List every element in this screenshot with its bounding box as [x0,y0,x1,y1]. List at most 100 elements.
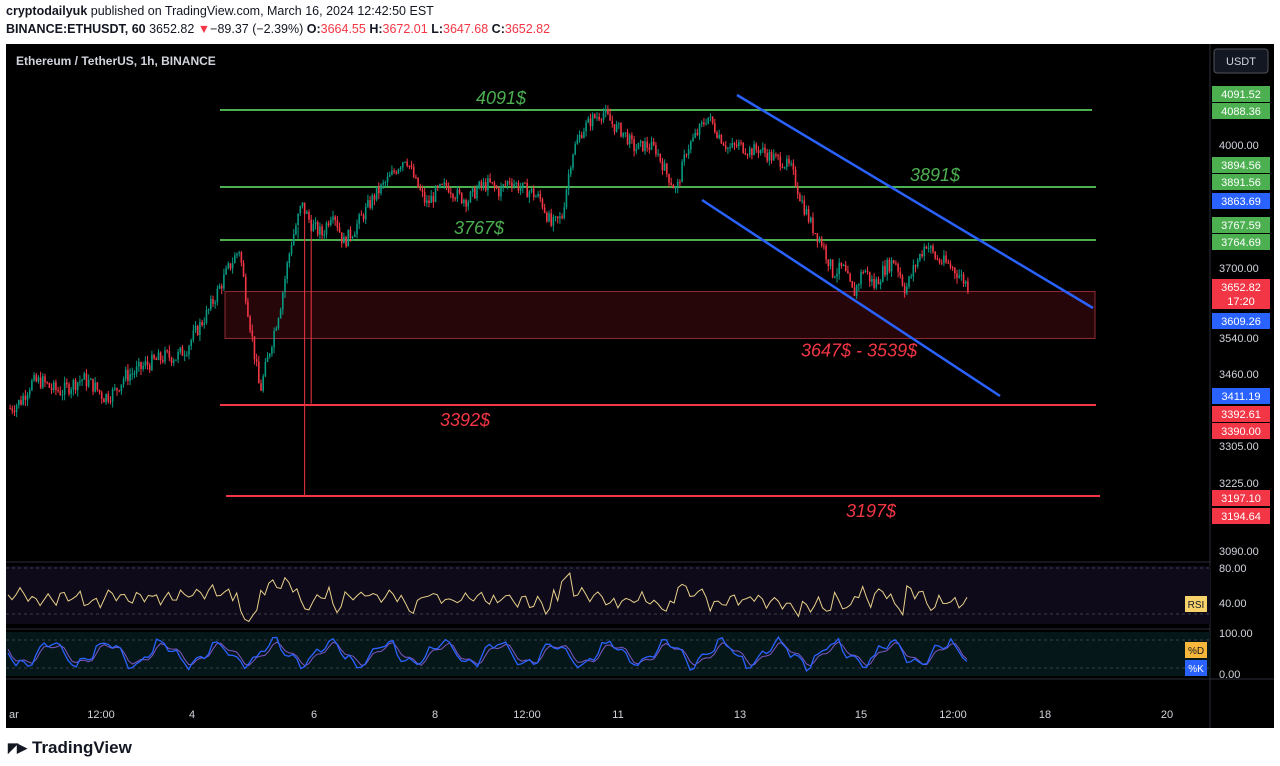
candle [476,184,478,201]
candle [698,123,701,140]
candle [410,160,413,170]
candle [541,197,544,210]
level-label-3392: 3392$ [440,410,491,430]
candle [253,336,256,365]
candle [303,202,306,496]
candle [395,170,398,175]
candle [436,184,439,192]
candle [308,209,310,224]
candle [334,215,336,226]
candle [537,190,539,198]
candle [240,250,243,267]
candle [201,319,203,327]
time-tick: 18 [1039,709,1051,721]
candle [831,259,834,279]
candle [934,250,936,261]
candle [22,392,24,406]
candle [724,141,727,152]
candle [598,112,600,122]
rsi-label: RSI [1188,600,1205,611]
price-badge: 4088.36 [1212,103,1270,119]
candle [268,352,271,359]
candle [731,137,734,149]
candle [620,122,622,138]
candle [489,173,491,184]
candle [836,268,838,283]
candle [430,189,432,204]
candle [249,314,251,333]
candle [628,133,631,149]
candle [236,252,238,259]
candle [783,166,786,170]
price-badge: 3609.26 [1212,313,1270,329]
candle [454,196,456,202]
chart-area[interactable]: Ethereum / TetherUS, 1h, BINANCE 3647$ -… [6,44,1274,728]
stoch-d-label: %D [1188,646,1204,657]
candle [286,260,288,284]
candle [927,242,930,253]
candle [792,159,795,175]
candle [711,116,714,125]
candle [55,379,57,396]
candle [718,129,720,140]
candle [369,195,371,210]
candle [659,153,662,164]
candle [964,280,967,288]
candle [229,263,232,271]
symbol-label: BINANCE:ETHUSDT, 60 [6,22,146,36]
candle [354,231,356,238]
candle [319,222,321,240]
candle [892,259,895,264]
candle [759,149,762,156]
publish-line: cryptodailyuk published on TradingView.c… [6,4,434,18]
candle [371,193,374,211]
candle [805,205,808,216]
candle [92,378,94,396]
candle [897,262,899,278]
candle [277,317,280,331]
currency-label: USDT [1226,56,1256,68]
price-badge-value: 4091.52 [1221,89,1261,101]
candle [15,403,18,418]
price-badge: 3894.56 [1212,157,1270,173]
candle [417,177,419,189]
candle [327,220,330,228]
candle [349,226,352,242]
price-tick: 3540.00 [1219,333,1259,345]
candle [484,178,487,192]
candle [700,120,703,128]
candle [838,258,840,280]
currency-button[interactable]: USDT [1213,48,1269,74]
candle [138,357,140,372]
candle [803,195,806,217]
candle [951,265,954,271]
candle [491,181,494,185]
candle [81,378,83,387]
candle [284,275,286,299]
price-badge-value: 3390.00 [1221,426,1261,438]
candle [316,220,319,237]
candle [672,183,675,189]
candle [842,263,845,267]
price-badge: 3194.64 [1212,508,1270,524]
candle [652,137,655,147]
candle [118,389,120,393]
candle [203,317,206,329]
candle [646,136,648,152]
candle [79,375,81,387]
time-tick: 13 [734,709,746,721]
candle [192,324,195,343]
candle [74,377,77,394]
candle [827,259,830,272]
candle [755,142,758,153]
candle [546,211,548,223]
time-tick: 12:00 [513,709,541,721]
candle [707,117,710,125]
chart-svg[interactable]: Ethereum / TetherUS, 1h, BINANCE 3647$ -… [6,44,1274,728]
candle [820,235,823,248]
candle [607,105,609,116]
candle [107,390,110,404]
level-label-4091: 4091$ [476,88,527,108]
candle [90,377,92,381]
candle [565,188,568,210]
